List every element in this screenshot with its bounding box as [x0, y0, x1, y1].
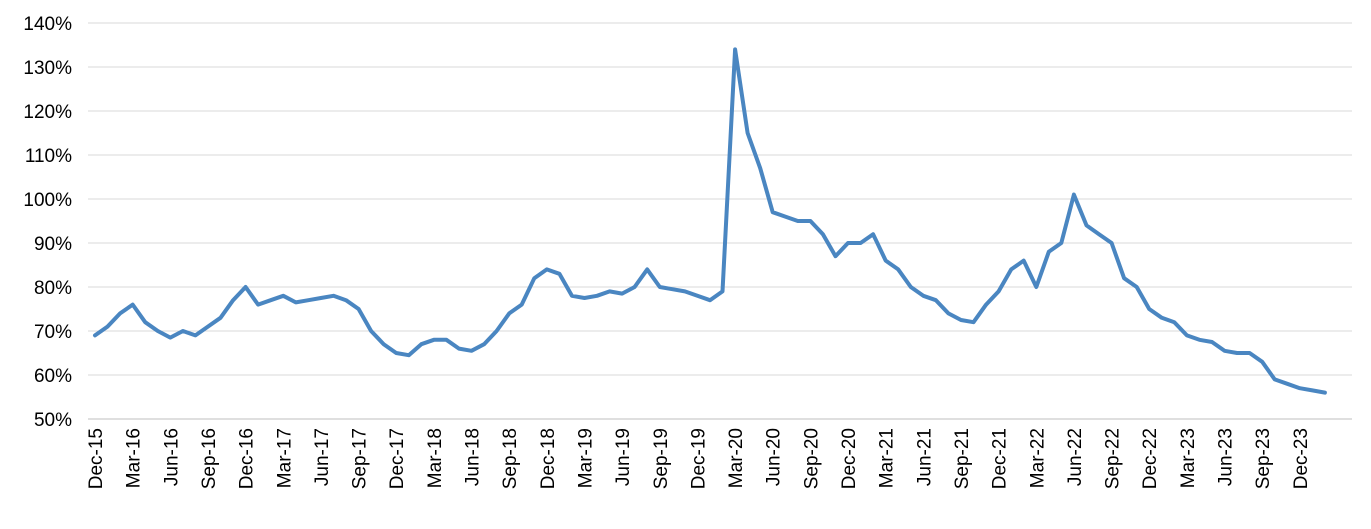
data-line [93, 47, 1327, 395]
y-tick-label: 60% [34, 366, 72, 387]
x-tick-label: Sep-23 [1253, 428, 1274, 489]
x-tick-label: Mar-20 [726, 428, 747, 488]
x-tick-label: Jun-23 [1216, 428, 1237, 486]
y-tick-label: 90% [34, 234, 72, 255]
x-tick-label: Dec-22 [1140, 428, 1161, 489]
x-tick-label: Mar-16 [124, 428, 145, 488]
x-tick-label: Dec-19 [688, 428, 709, 489]
x-tick-label: Mar-22 [1027, 428, 1048, 488]
x-tick-label: Sep-20 [801, 428, 822, 489]
x-tick-label: Jun-21 [914, 428, 935, 486]
x-tick-label: Mar-21 [877, 428, 898, 488]
y-tick-label: 50% [34, 410, 72, 431]
x-tick-label: Sep-19 [651, 428, 672, 489]
x-tick-label: Sep-22 [1103, 428, 1124, 489]
x-tick-label: Dec-15 [86, 428, 107, 489]
x-tick-label: Dec-18 [538, 428, 559, 489]
y-tick-label: 70% [34, 322, 72, 343]
x-tick-label: Mar-23 [1178, 428, 1199, 488]
x-tick-label: Sep-17 [350, 428, 371, 489]
x-tick-label: Dec-17 [387, 428, 408, 489]
y-tick-label: 140% [23, 14, 72, 35]
x-tick-label: Dec-23 [1291, 428, 1312, 489]
x-tick-label: Dec-16 [237, 428, 258, 489]
x-tick-label: Mar-18 [425, 428, 446, 488]
y-tick-label: 130% [23, 58, 72, 79]
y-tick-label: 120% [23, 102, 72, 123]
x-tick-label: Jun-20 [764, 428, 785, 486]
x-tick-label: Jun-16 [161, 428, 182, 486]
x-tick-label: Dec-20 [839, 428, 860, 489]
x-tick-label: Jun-18 [463, 428, 484, 486]
x-tick-label: Jun-19 [613, 428, 634, 486]
x-tick-label: Jun-22 [1065, 428, 1086, 486]
x-tick-label: Mar-19 [575, 428, 596, 488]
x-tick-label: Jun-17 [312, 428, 333, 486]
x-tick-label: Mar-17 [274, 428, 295, 488]
x-tick-label: Sep-16 [199, 428, 220, 489]
x-tick-label: Sep-18 [500, 428, 521, 489]
y-tick-label: 80% [34, 278, 72, 299]
x-tick-label: Sep-21 [952, 428, 973, 489]
x-tick-label: Dec-21 [990, 428, 1011, 489]
y-tick-label: 110% [25, 146, 72, 167]
y-tick-label: 100% [23, 190, 72, 211]
